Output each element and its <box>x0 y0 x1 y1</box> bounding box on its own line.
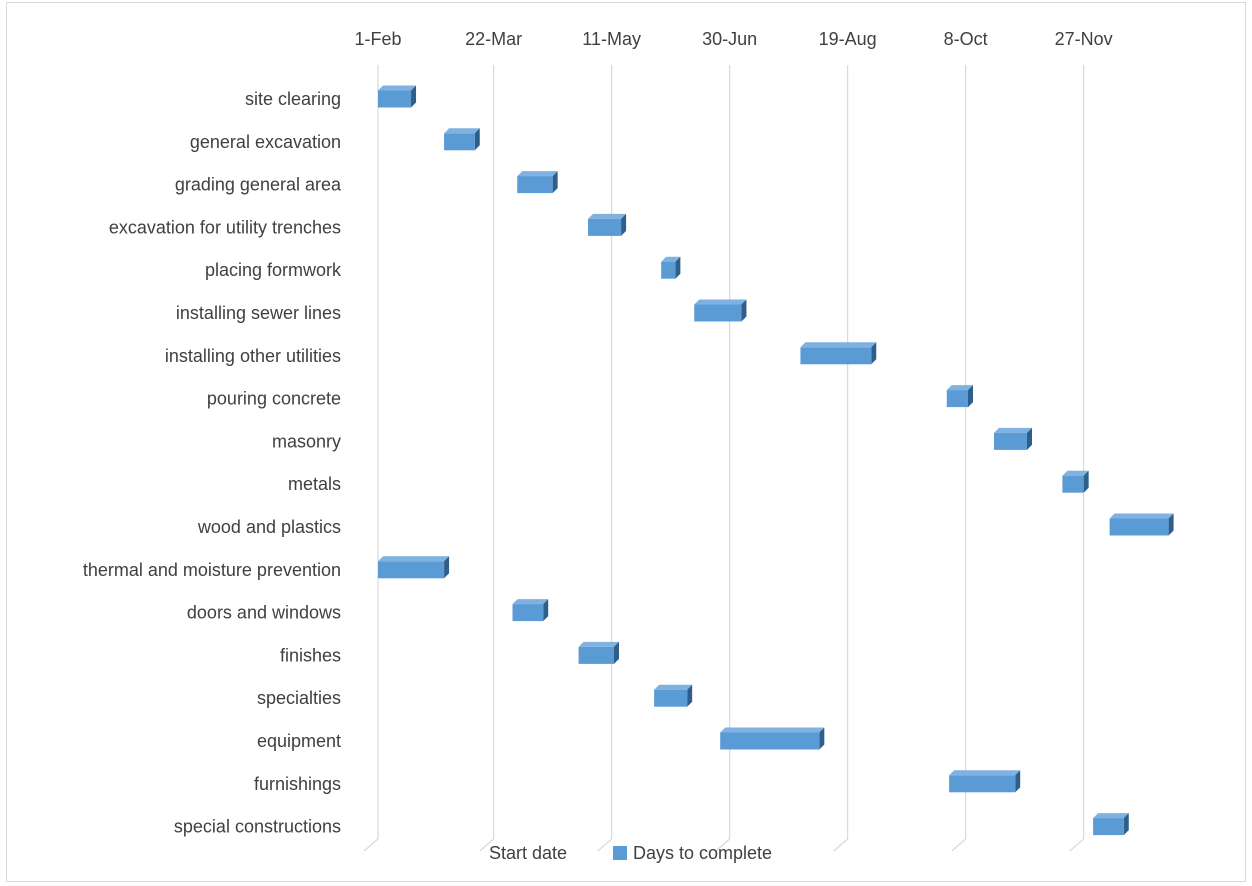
gridline-foot <box>833 838 849 852</box>
bar-top <box>512 599 549 605</box>
bar-top <box>800 342 877 348</box>
bar-side <box>1027 427 1032 450</box>
bar-days-to-complete <box>1109 518 1169 536</box>
bar-days-to-complete <box>378 561 445 579</box>
gridline-foot <box>597 838 613 852</box>
category-label: grading general area <box>175 175 342 195</box>
bar-side <box>411 85 417 108</box>
bar-side <box>871 342 877 365</box>
bar-days-to-complete <box>800 347 872 365</box>
gantt-chart: 1-Feb 22-Mar 11-May 30-Jun 19-Aug 8-Oct 27-Nov… <box>83 29 1174 863</box>
category-label: installing sewer lines <box>176 303 341 323</box>
x-tick-label: 19-Aug <box>819 29 877 49</box>
bar-days-to-complete <box>444 133 475 151</box>
bar-side <box>552 171 558 194</box>
category-label: placing formwork <box>205 260 342 280</box>
category-label: masonry <box>272 431 341 451</box>
category-label: doors and windows <box>187 603 341 623</box>
bar-top <box>378 556 450 562</box>
bar-days-to-complete <box>1062 475 1084 493</box>
bar-top <box>949 770 1021 776</box>
category-label: furnishings <box>254 774 341 794</box>
bar-top <box>578 641 619 647</box>
bar-top <box>1062 470 1089 476</box>
x-tick-label: 1-Feb <box>354 29 401 49</box>
bar-days-to-complete <box>661 261 676 279</box>
bar-days-to-complete <box>1093 818 1124 836</box>
bar-top <box>588 213 627 219</box>
bar-side <box>1168 513 1174 536</box>
x-tick-label: 30-Jun <box>702 29 757 49</box>
legend-swatch-days <box>613 846 627 860</box>
bar-side <box>687 684 693 707</box>
bar-days-to-complete <box>517 176 553 194</box>
category-label: site clearing <box>245 89 341 109</box>
category-label: special constructions <box>174 817 341 837</box>
x-tick-label: 27-Nov <box>1055 29 1113 49</box>
bar-top <box>378 85 417 91</box>
category-label: excavation for utility trenches <box>109 217 341 237</box>
bar-top <box>993 427 1032 433</box>
gridline-foot <box>715 838 731 852</box>
x-tick-label: 11-May <box>582 29 641 49</box>
bar-side <box>1083 470 1089 493</box>
bar-top <box>444 128 480 134</box>
bar-side <box>474 128 480 151</box>
bar-side <box>543 599 549 622</box>
bar-top <box>654 684 693 690</box>
bar-days-to-complete <box>512 604 544 622</box>
bar-top <box>720 727 825 733</box>
bar-days-to-complete <box>946 390 968 408</box>
bar-days-to-complete <box>654 689 688 707</box>
bar-days-to-complete <box>720 732 820 750</box>
gridline-foot <box>363 838 379 852</box>
bar-days-to-complete <box>588 218 622 236</box>
category-label: thermal and moisture prevention <box>83 560 341 580</box>
bar-side <box>614 641 619 664</box>
category-label: installing other utilities <box>165 346 341 366</box>
category-label: general excavation <box>190 132 341 152</box>
category-label: pouring concrete <box>207 389 341 409</box>
bar-days-to-complete <box>993 432 1027 450</box>
gridline-foot <box>479 838 495 852</box>
gridline-foot <box>951 838 967 852</box>
bar-days-to-complete <box>949 775 1016 793</box>
x-tick-label: 8-Oct <box>944 29 988 49</box>
bar-side <box>819 727 825 750</box>
bar-days-to-complete <box>378 90 412 108</box>
legend-start-date: Start date <box>489 843 567 863</box>
bar-side <box>1015 770 1021 793</box>
bar-side <box>741 299 747 322</box>
bar-side <box>444 556 450 579</box>
category-label: specialties <box>257 688 341 708</box>
bar-side <box>621 213 627 236</box>
category-label: metals <box>288 474 341 494</box>
x-tick-label: 22-Mar <box>465 29 522 49</box>
bar-top <box>946 385 973 391</box>
chart-area: 1-Feb 22-Mar 11-May 30-Jun 19-Aug 8-Oct 27-Nov… <box>6 2 1246 882</box>
bar-top <box>517 171 558 177</box>
legend-days-to-complete: Days to complete <box>633 843 772 863</box>
bar-top <box>661 256 681 262</box>
bar-side <box>675 256 681 279</box>
category-label: wood and plastics <box>197 517 341 537</box>
category-label: equipment <box>257 731 341 751</box>
bar-side <box>1123 813 1129 836</box>
category-label: finishes <box>280 645 341 665</box>
bar-side <box>968 385 973 408</box>
bar-top <box>1093 813 1129 819</box>
bar-top <box>694 299 747 305</box>
bar-days-to-complete <box>694 304 742 322</box>
bar-days-to-complete <box>578 646 614 664</box>
gridline-foot <box>1069 838 1085 852</box>
bar-top <box>1109 513 1174 519</box>
